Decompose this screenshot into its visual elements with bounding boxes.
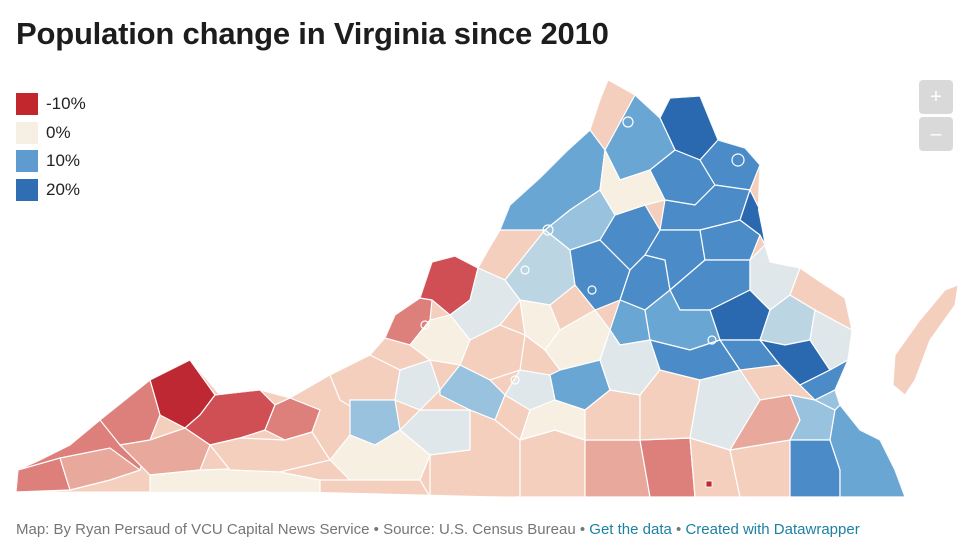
- legend-label: 0%: [46, 122, 71, 142]
- region-norfolk-portsmouth: [813, 389, 841, 411]
- footer-credit: Map: By Ryan Persaud of VCU Capital News…: [16, 521, 370, 538]
- legend-item-pos10: 10%: [16, 147, 86, 176]
- legend-label: 10%: [46, 151, 81, 171]
- legend-item-pos20: 20%: [16, 176, 86, 205]
- region-botetourt: [394, 359, 441, 411]
- region-pittsylvania: [429, 409, 521, 497]
- legend-swatch: [16, 178, 38, 201]
- legend-item-neg10: -10%: [16, 90, 86, 119]
- virginia-county-map[interactable]: [0, 0, 959, 510]
- legend-swatch: [16, 150, 38, 173]
- region-charlottesville: [519, 299, 561, 351]
- region-halifax: [519, 429, 586, 497]
- map-legend: -10% 0% 10% 20%: [16, 90, 86, 204]
- county-regions: [16, 94, 905, 497]
- footer-separator: •: [671, 521, 686, 538]
- zoom-out-button[interactable]: –: [919, 117, 953, 151]
- footer-source: Source: U.S. Census Bureau: [383, 521, 576, 538]
- region-scott-area: [59, 447, 142, 491]
- region-brunswick: [639, 437, 696, 497]
- region-newport-news-hampton: [798, 358, 850, 401]
- legend-swatch: [16, 93, 38, 116]
- page-title: Population change in Virginia since 2010: [16, 16, 609, 51]
- region-wythe-pulaski: [208, 431, 331, 473]
- legend-label: -10%: [46, 94, 86, 114]
- footer-separator: •: [369, 521, 384, 538]
- datawrapper-link[interactable]: Created with Datawrapper: [685, 521, 860, 538]
- emporia-city-mark: [705, 480, 713, 488]
- eastern-shore: [892, 284, 959, 396]
- legend-item-zero: 0%: [16, 119, 86, 148]
- region-caroline: [699, 219, 761, 261]
- independent-city-marks: [420, 116, 745, 385]
- region-virginia-beach: [829, 404, 905, 497]
- legend-swatch: [16, 121, 38, 144]
- footer: Map: By Ryan Persaud of VCU Capital News…: [16, 521, 860, 538]
- zoom-in-button[interactable]: +: [919, 80, 953, 114]
- legend-label: 20%: [46, 179, 81, 199]
- region-campbell-lynchburg: [439, 364, 506, 421]
- get-the-data-link[interactable]: Get the data: [589, 521, 672, 538]
- region-mecklenburg: [584, 439, 651, 497]
- footer-separator: •: [575, 521, 590, 538]
